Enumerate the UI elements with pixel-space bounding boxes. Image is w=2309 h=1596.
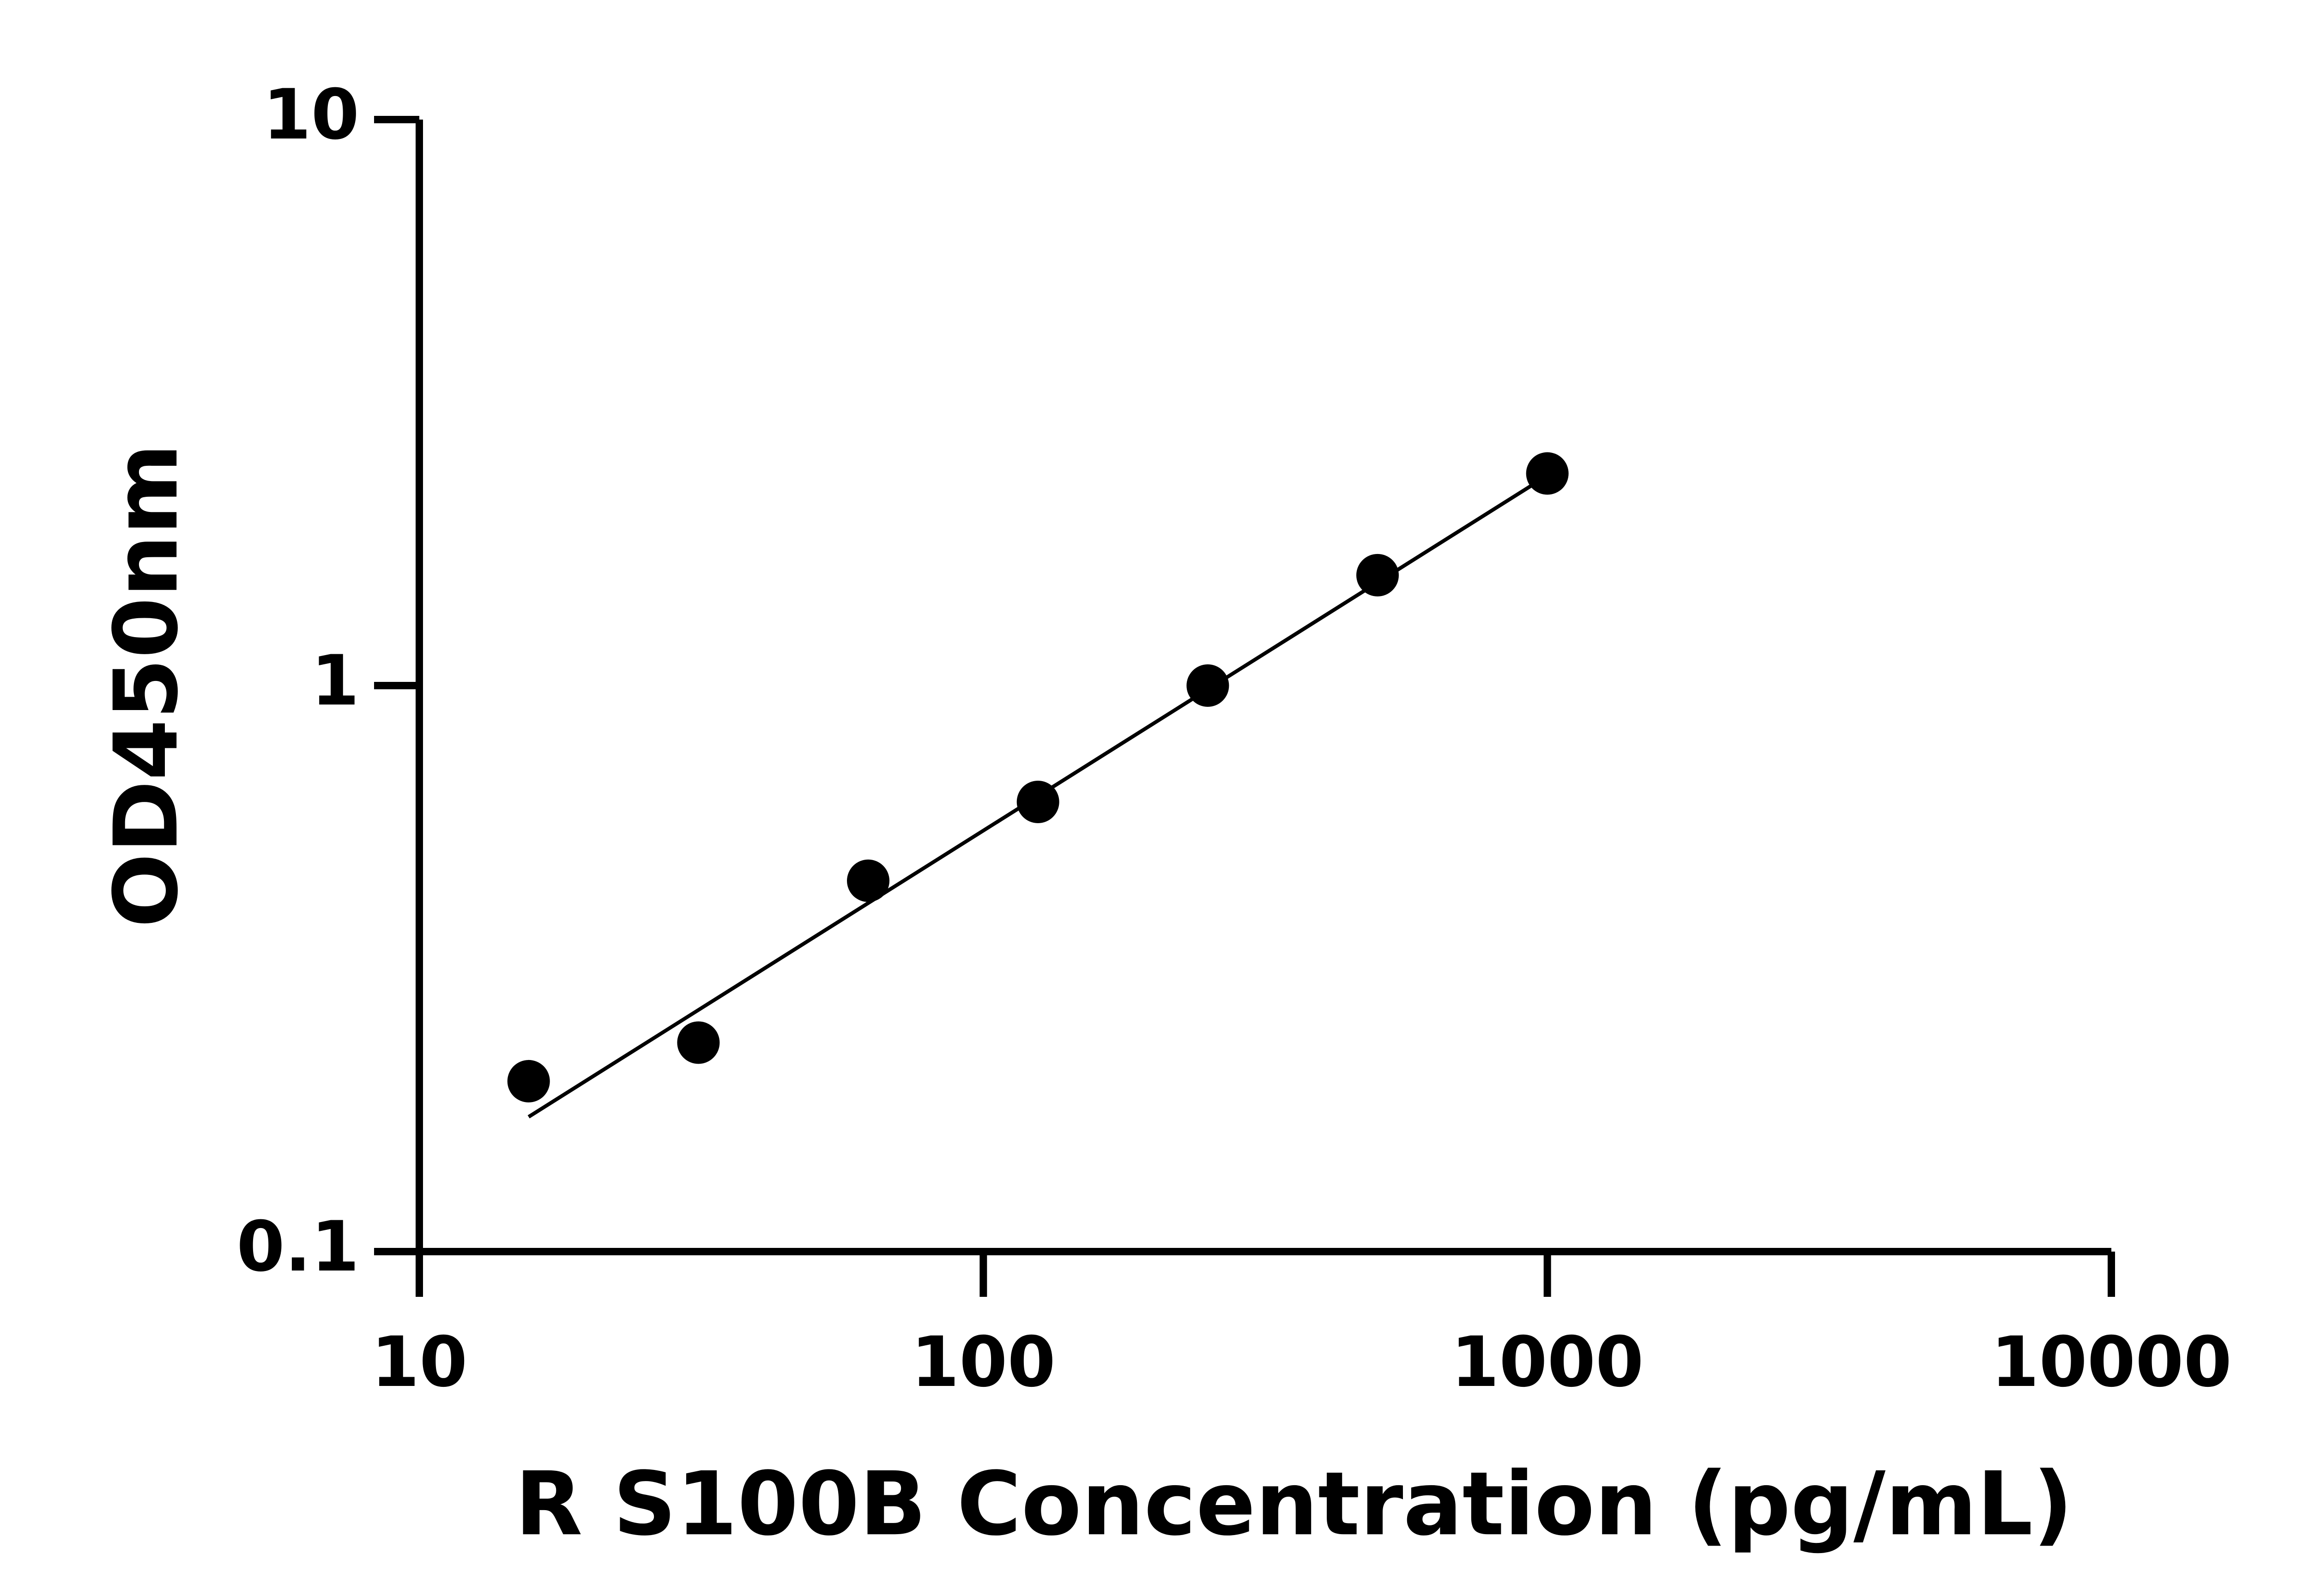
x-tick-label: 10 [371, 1322, 468, 1403]
data-point [1526, 452, 1569, 495]
data-point [1356, 554, 1399, 596]
y-tick-label: 0.1 [236, 1207, 359, 1287]
data-point [507, 1060, 550, 1102]
y-axis-title: OD450nm [95, 443, 197, 927]
x-tick-label: 10000 [1991, 1322, 2232, 1403]
y-tick-label: 10 [263, 75, 359, 155]
x-tick-label: 1000 [1451, 1322, 1644, 1403]
x-axis-title: R S100B Concentration (pg/mL) [515, 1453, 2073, 1555]
data-point [677, 1021, 720, 1064]
y-tick-label: 1 [311, 641, 359, 721]
x-tick-label: 100 [911, 1322, 1056, 1403]
data-point [1016, 780, 1059, 823]
data-point [847, 859, 890, 902]
data-point [1186, 664, 1229, 707]
